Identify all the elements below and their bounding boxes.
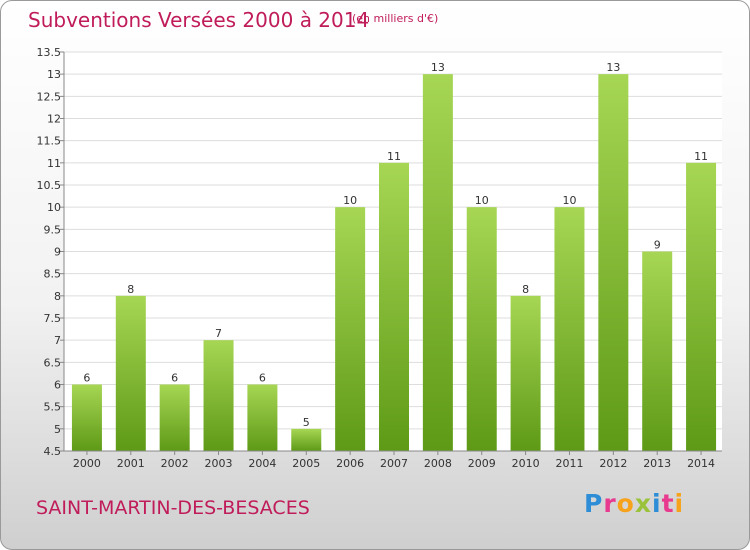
bar [291, 428, 322, 451]
data-label: 9 [654, 239, 661, 252]
y-tick-label: 13 [47, 68, 61, 81]
y-tick-label: 8.5 [44, 268, 62, 281]
x-tick-label: 2000 [73, 457, 101, 470]
x-tick-label: 2004 [248, 457, 276, 470]
data-label: 8 [127, 283, 134, 296]
bar [335, 207, 366, 451]
data-label: 13 [431, 61, 445, 74]
y-tick-label: 11 [47, 157, 61, 170]
y-tick-label: 11.5 [37, 135, 62, 148]
y-tick-label: 6.5 [44, 356, 62, 369]
y-tick-label: 6 [54, 379, 61, 392]
bar [686, 162, 717, 452]
chart-title: Subventions Versées 2000 à 2014 [28, 8, 370, 32]
bar [115, 295, 146, 451]
x-tick-label: 2007 [380, 457, 408, 470]
bar [159, 384, 190, 451]
logo-letter: t [661, 489, 675, 518]
y-tick-label: 9.5 [44, 223, 62, 236]
data-label: 6 [83, 372, 90, 385]
x-tick-label: 2012 [599, 457, 627, 470]
y-tick-label: 13.5 [37, 46, 62, 59]
bar [466, 207, 497, 451]
data-label: 8 [522, 283, 529, 296]
x-tick-label: 2010 [512, 457, 540, 470]
bar [510, 295, 541, 451]
bar [422, 74, 453, 452]
y-tick-label: 12.5 [37, 90, 62, 103]
bar [554, 207, 585, 451]
data-label: 11 [387, 150, 401, 163]
logo-letter: P [584, 489, 604, 518]
y-tick-label: 9 [54, 246, 61, 259]
bar [247, 384, 278, 451]
y-tick-label: 8 [54, 290, 61, 303]
data-label: 10 [475, 194, 489, 207]
x-tick-label: 2011 [555, 457, 583, 470]
x-tick-label: 2003 [205, 457, 233, 470]
data-label: 10 [343, 194, 357, 207]
x-tick-label: 2008 [424, 457, 452, 470]
data-label: 6 [259, 372, 266, 385]
x-tick-label: 2002 [161, 457, 189, 470]
data-label: 11 [694, 150, 708, 163]
commune-name: SAINT-MARTIN-DES-BESACES [36, 497, 310, 519]
data-label: 7 [215, 327, 222, 340]
logo-letter: x [634, 489, 652, 518]
x-tick-label: 2009 [468, 457, 496, 470]
x-tick-label: 2014 [687, 457, 715, 470]
bar [598, 74, 629, 452]
y-tick-label: 4.5 [44, 445, 62, 458]
y-tick-label: 5 [54, 423, 61, 436]
logo-letter: r [603, 489, 617, 518]
y-tick-label: 10.5 [37, 179, 62, 192]
y-tick-label: 7 [54, 334, 61, 347]
logo-letter: o [616, 489, 635, 518]
x-tick-label: 2005 [292, 457, 320, 470]
bar [203, 340, 234, 451]
data-label: 13 [606, 61, 620, 74]
chart-subtitle: (en milliers d'€) [352, 12, 439, 25]
data-label: 6 [171, 372, 178, 385]
y-tick-label: 12 [47, 113, 61, 126]
y-tick-label: 5.5 [44, 401, 62, 414]
logo-letter: i [674, 489, 685, 518]
bar [642, 251, 673, 451]
x-tick-label: 2013 [643, 457, 671, 470]
data-label: 5 [303, 416, 310, 429]
proxiti-logo: Proxiti [584, 489, 684, 518]
bar [71, 384, 102, 451]
y-tick-label: 10 [47, 201, 61, 214]
x-tick-label: 2006 [336, 457, 364, 470]
data-label: 10 [562, 194, 576, 207]
logo-letter: i [652, 489, 662, 518]
y-tick-label: 7.5 [44, 312, 62, 325]
x-tick-label: 2001 [117, 457, 145, 470]
bar [379, 162, 409, 452]
